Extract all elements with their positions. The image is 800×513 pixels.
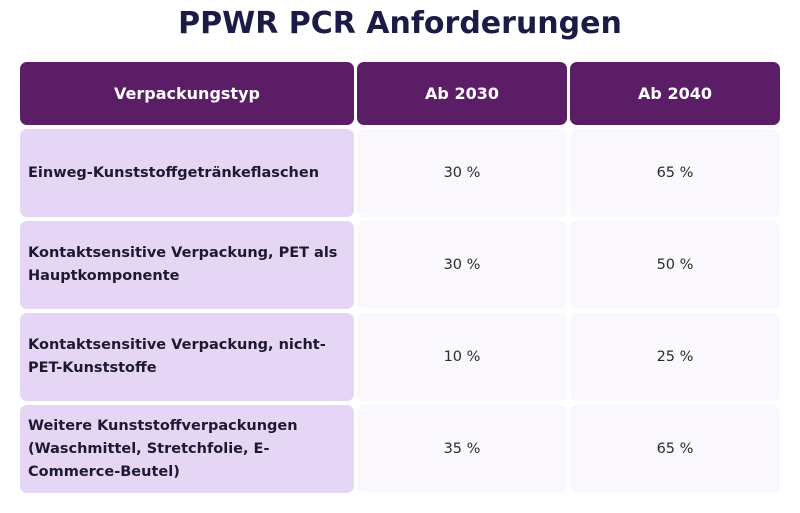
- row-label-line: PET-Kunststoffe: [28, 360, 157, 376]
- header-label: Ab 2040: [638, 84, 712, 103]
- percentage-value: 25 %: [656, 349, 694, 365]
- table-cell-2030: 35 %: [357, 405, 567, 493]
- page-title: PPWR PCR Anforderungen: [178, 6, 622, 41]
- percentage-value: 65 %: [656, 165, 694, 181]
- row-label-line: Hauptkomponente: [28, 268, 180, 284]
- row-label-line: Commerce-Beutel): [28, 463, 180, 480]
- row-label-kontaktsensitiv-nicht-pet: Kontaktsensitive Verpackung, nicht- PET-…: [20, 313, 354, 401]
- row-label-line: (Waschmittel, Stretchfolie, E-: [28, 440, 270, 457]
- header-verpackungstyp: Verpackungstyp: [20, 62, 354, 125]
- percentage-value: 30 %: [443, 257, 481, 273]
- table-cell-2030: 30 %: [357, 221, 567, 309]
- table-cell-2040: 65 %: [570, 405, 780, 493]
- percentage-value: 50 %: [656, 257, 694, 273]
- percentage-value: 35 %: [443, 441, 481, 457]
- row-label-line: Einweg-Kunststoffgetränkeflaschen: [28, 164, 320, 181]
- percentage-value: 30 %: [443, 165, 481, 181]
- table-cell-2040: 25 %: [570, 313, 780, 401]
- row-label-line: Weitere Kunststoffverpackungen: [28, 417, 298, 434]
- percentage-value: 10 %: [443, 349, 481, 365]
- table-cell-2040: 65 %: [570, 129, 780, 217]
- row-label-weitere-kunststoff: Weitere Kunststoffverpackungen (Waschmit…: [20, 405, 354, 493]
- table-cell-2030: 10 %: [357, 313, 567, 401]
- row-label-line: Kontaktsensitive Verpackung, nicht-: [28, 337, 326, 353]
- header-ab-2030: Ab 2030: [357, 62, 567, 125]
- row-label-einweg-flaschen: Einweg-Kunststoffgetränkeflaschen: [20, 129, 354, 217]
- percentage-value: 65 %: [656, 441, 694, 457]
- header-ab-2040: Ab 2040: [570, 62, 780, 125]
- table-cell-2030: 30 %: [357, 129, 567, 217]
- header-label: Verpackungstyp: [114, 84, 260, 103]
- row-label-line: Kontaktsensitive Verpackung, PET als: [28, 245, 338, 261]
- row-label-kontaktsensitiv-pet: Kontaktsensitive Verpackung, PET als Hau…: [20, 221, 354, 309]
- table-cell-2040: 50 %: [570, 221, 780, 309]
- header-label: Ab 2030: [425, 84, 499, 103]
